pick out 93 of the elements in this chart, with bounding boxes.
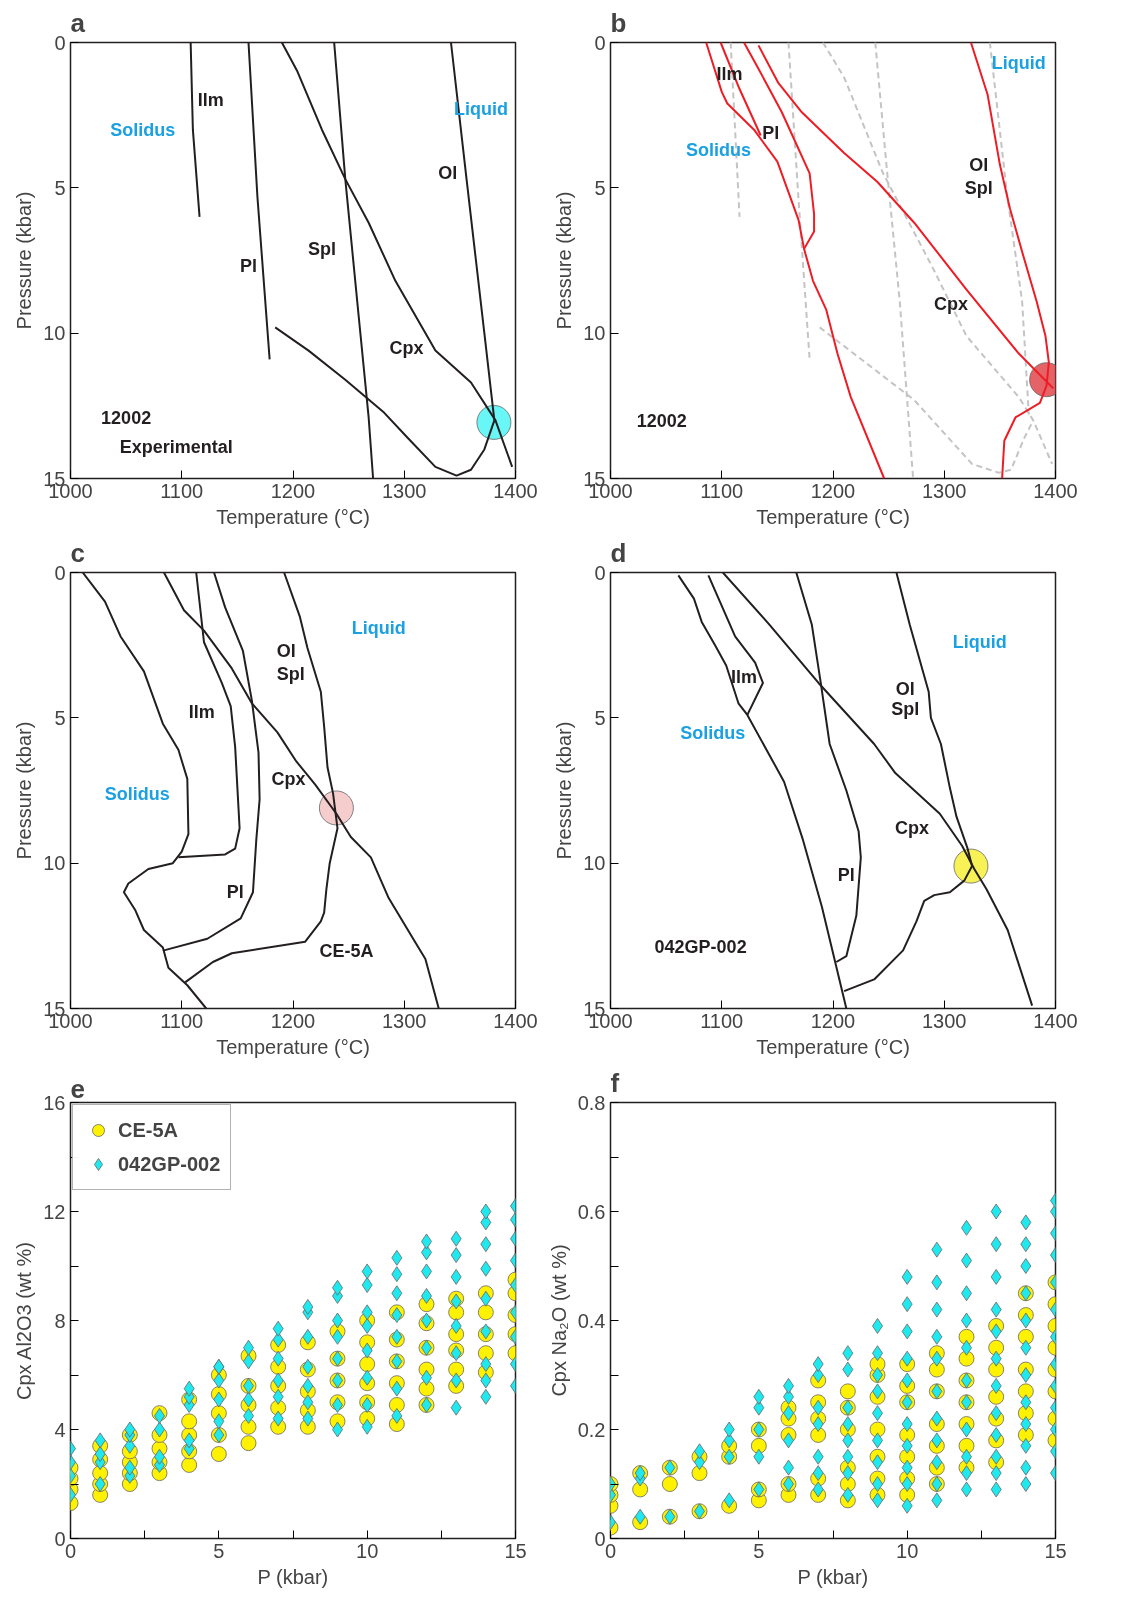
x-tick-label: 1200 bbox=[810, 479, 856, 502]
annotation: Cpx bbox=[389, 337, 424, 358]
y-tick-label: 0.8 bbox=[577, 1091, 606, 1114]
x-tick-label: 1300 bbox=[382, 1009, 427, 1032]
annotation: Experimental bbox=[119, 436, 233, 457]
x-axis-title: Temperature (°C) bbox=[756, 505, 910, 528]
annotation: CE-5A bbox=[319, 940, 374, 961]
y-tick-label: 10 bbox=[43, 852, 66, 875]
x-tick-label: 10 bbox=[356, 1539, 379, 1562]
annotation: Cpx bbox=[894, 818, 929, 839]
y-axis-title: Cpx Al2O3 (wt %) bbox=[13, 1242, 36, 1400]
x-tick-label: 1300 bbox=[922, 479, 967, 502]
x-tick-label: 1100 bbox=[700, 1009, 744, 1032]
y-axis-title: Pressure (kbar) bbox=[13, 191, 36, 330]
y-tick-label: 0 bbox=[54, 31, 66, 54]
annotation: Spl bbox=[307, 238, 336, 259]
y-axis-title: Cpx Na₂O (wt %) bbox=[547, 1244, 570, 1397]
y-tick-label: 10 bbox=[43, 322, 66, 345]
y-axis-title: Pressure (kbar) bbox=[553, 191, 576, 330]
x-axis-title: Temperature (°C) bbox=[216, 1035, 370, 1058]
y-tick-label: 5 bbox=[54, 706, 66, 729]
y-tick-label: 5 bbox=[594, 706, 606, 729]
annotation: 12002 bbox=[636, 411, 687, 432]
x-tick-label: 10 bbox=[896, 1539, 919, 1562]
y-axis-title: Pressure (kbar) bbox=[553, 721, 576, 860]
annotation: Liquid bbox=[351, 617, 406, 638]
x-axis-title: P (kbar) bbox=[257, 1565, 329, 1588]
annotation: 042GP-002 bbox=[654, 937, 747, 958]
y-tick-label: 5 bbox=[54, 176, 66, 199]
x-tick-label: 15 bbox=[1044, 1539, 1067, 1562]
x-tick-label: 15 bbox=[504, 1539, 527, 1562]
chart-title: b bbox=[610, 7, 627, 38]
annotation: Ilm bbox=[197, 90, 224, 111]
y-tick-label: 10 bbox=[583, 322, 606, 345]
y-tick-label: 0 bbox=[594, 561, 606, 584]
chart-title: c bbox=[70, 537, 85, 568]
annotation: Ilm bbox=[188, 702, 215, 723]
annotation: Solidus bbox=[685, 140, 751, 161]
annotation: Cpx bbox=[933, 294, 968, 315]
y-tick-label: 5 bbox=[594, 176, 606, 199]
annotation: Pl bbox=[226, 882, 244, 903]
annotation: Liquid bbox=[991, 52, 1046, 73]
y-tick-label: 4 bbox=[54, 1418, 66, 1441]
annotation: Solidus bbox=[110, 119, 176, 140]
legend-label: CE-5A bbox=[118, 1118, 179, 1142]
x-axis-title: Temperature (°C) bbox=[756, 1035, 910, 1058]
x-tick-label: 1100 bbox=[160, 479, 204, 502]
x-tick-label: 1100 bbox=[700, 479, 744, 502]
annotation: Spl bbox=[891, 698, 920, 719]
legend-label: 042GP-002 bbox=[118, 1152, 221, 1176]
annotation: Pl bbox=[240, 256, 258, 277]
x-axis-title: Temperature (°C) bbox=[216, 505, 370, 528]
annotation: Pl bbox=[837, 864, 855, 885]
y-tick-label: 0 bbox=[594, 31, 606, 54]
annotation: Solidus bbox=[104, 783, 170, 804]
chart-title: d bbox=[610, 537, 627, 568]
x-axis-title: P (kbar) bbox=[797, 1565, 869, 1588]
chart-title: a bbox=[70, 7, 86, 38]
y-tick-label: 12 bbox=[43, 1200, 66, 1223]
x-tick-label: 1400 bbox=[1033, 1009, 1078, 1032]
annotation: Cpx bbox=[271, 768, 306, 789]
annotation: Liquid bbox=[952, 632, 1007, 653]
y-tick-label: 16 bbox=[43, 1091, 66, 1114]
x-tick-label: 1200 bbox=[270, 1009, 316, 1032]
chart-title: e bbox=[70, 1073, 85, 1104]
y-tick-label: 10 bbox=[583, 852, 606, 875]
x-tick-label: 1200 bbox=[270, 479, 316, 502]
x-tick-label: 1400 bbox=[493, 479, 538, 502]
annotation: Ol bbox=[438, 163, 458, 184]
y-tick-label: 0 bbox=[54, 561, 66, 584]
x-tick-label: 1200 bbox=[810, 1009, 856, 1032]
chart-title: f bbox=[610, 1067, 620, 1098]
y-tick-label: 8 bbox=[54, 1309, 66, 1332]
x-tick-label: 1100 bbox=[160, 1009, 204, 1032]
annotation: Ol bbox=[895, 678, 915, 699]
annotation: Ilm bbox=[731, 667, 758, 688]
y-tick-label: 0.6 bbox=[577, 1200, 606, 1223]
x-tick-label: 1400 bbox=[1033, 479, 1078, 502]
x-tick-label: 1300 bbox=[922, 1009, 967, 1032]
x-tick-label: 1300 bbox=[382, 479, 427, 502]
annotation: Ol bbox=[969, 154, 989, 175]
annotation: Solidus bbox=[680, 722, 746, 743]
x-tick-label: 5 bbox=[213, 1539, 225, 1562]
x-tick-label: 5 bbox=[753, 1539, 765, 1562]
x-tick-label: 1400 bbox=[493, 1009, 538, 1032]
annotation: 12002 bbox=[101, 407, 152, 428]
y-tick-label: 0.2 bbox=[577, 1418, 606, 1441]
y-axis-title: Pressure (kbar) bbox=[13, 721, 36, 860]
annotation: Pl bbox=[762, 122, 780, 143]
annotation: Spl bbox=[964, 177, 993, 198]
annotation: Spl bbox=[276, 664, 305, 685]
y-tick-label: 0.4 bbox=[577, 1309, 606, 1332]
annotation: Ol bbox=[276, 640, 296, 661]
